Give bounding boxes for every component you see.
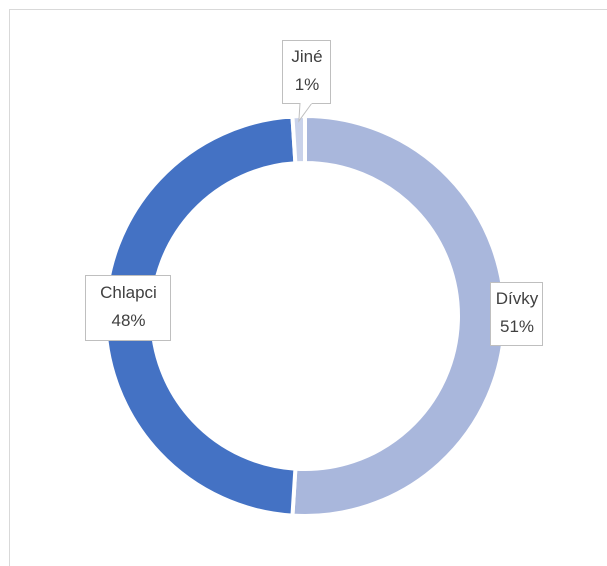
data-label-category: Jiné — [291, 47, 322, 66]
data-label-value: 1% — [295, 75, 320, 94]
pointer-cover — [300, 102, 312, 104]
callout-pointer — [298, 102, 313, 123]
data-label-category: Chlapci — [100, 283, 157, 302]
donut-slice — [290, 113, 508, 518]
data-label-box — [282, 40, 331, 104]
data-label-box — [85, 275, 171, 341]
donut-slice — [103, 114, 298, 518]
data-label-value: 51% — [500, 317, 534, 336]
data-label-box — [490, 282, 543, 346]
donut-slice — [290, 113, 307, 166]
data-label-value: 48% — [111, 311, 145, 330]
data-label-category: Dívky — [496, 289, 539, 308]
